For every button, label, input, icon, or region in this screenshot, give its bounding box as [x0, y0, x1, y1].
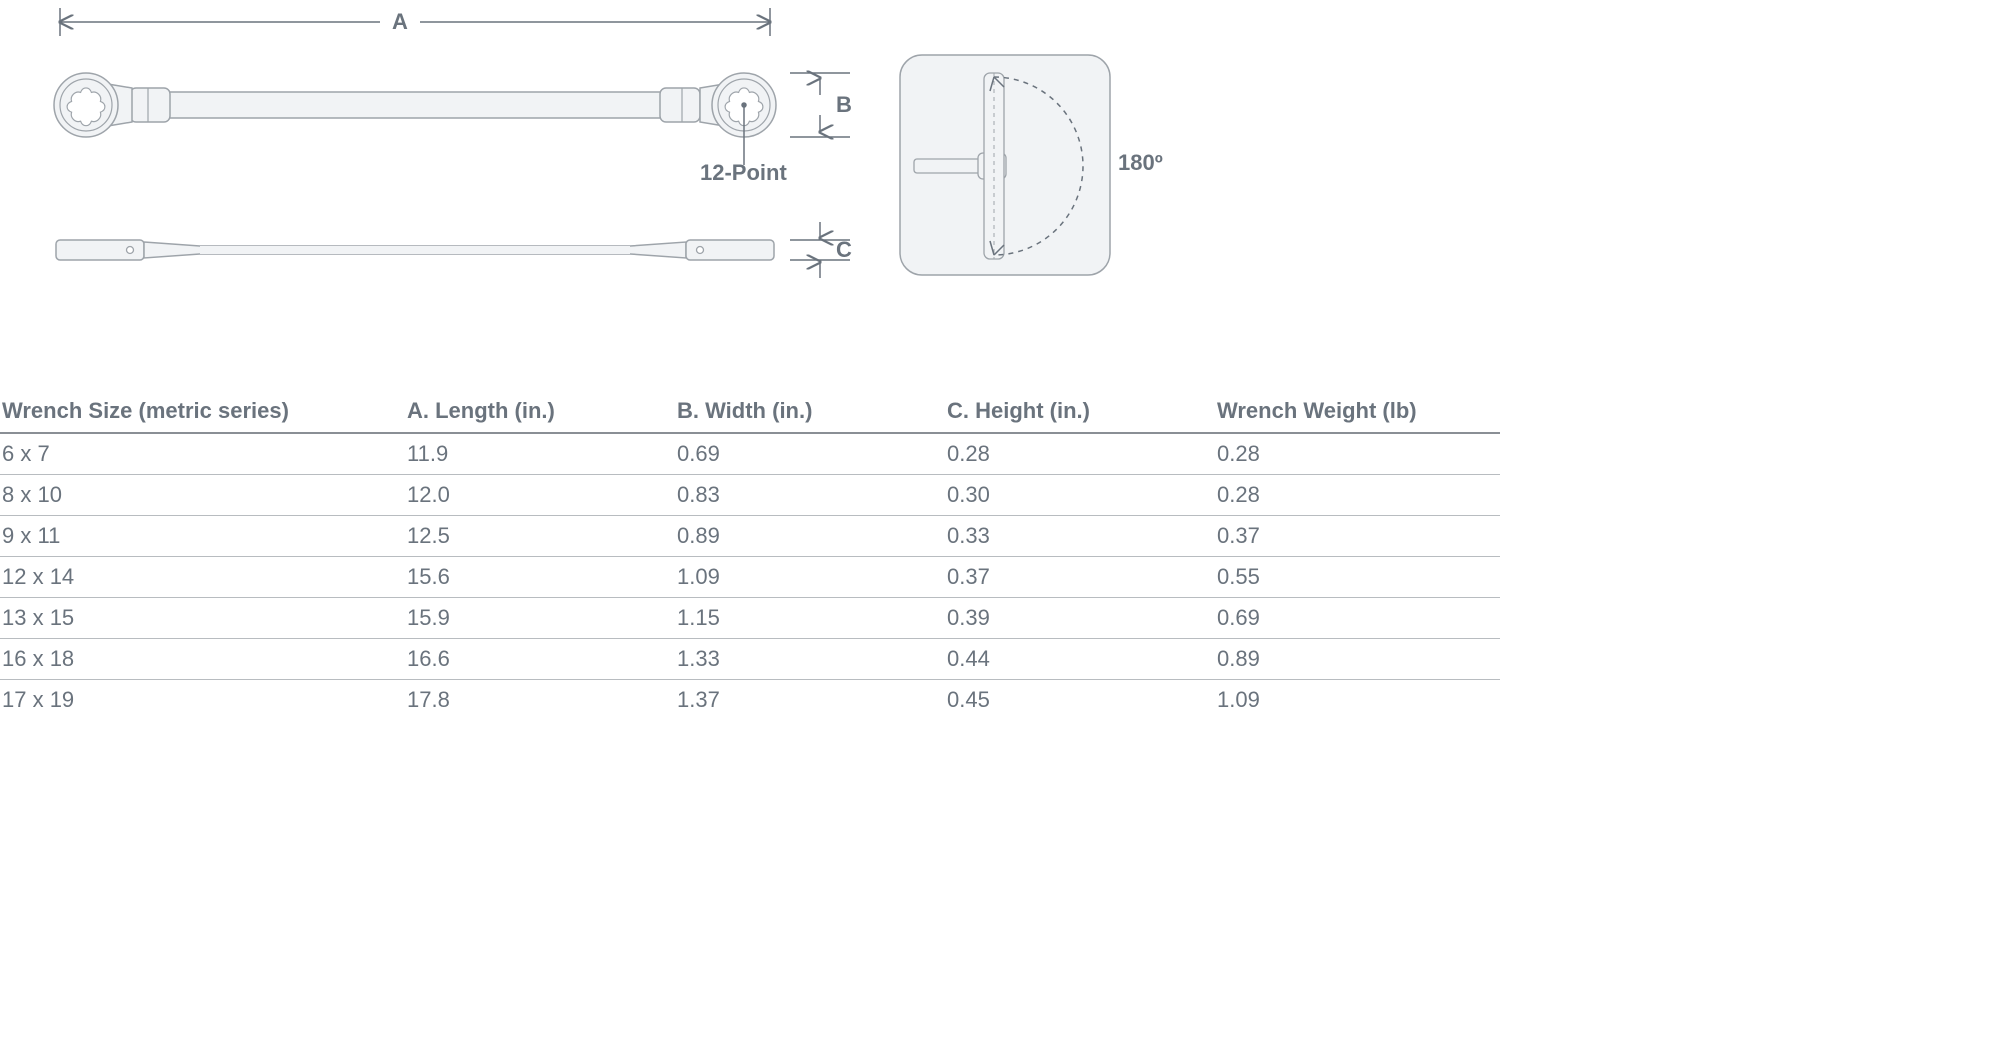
col-header: C. Height (in.) — [945, 390, 1215, 433]
dim-label-a: A — [392, 9, 408, 35]
cell: 11.9 — [405, 433, 675, 475]
cell: 0.45 — [945, 680, 1215, 721]
cell: 0.89 — [675, 516, 945, 557]
cell: 0.44 — [945, 639, 1215, 680]
cell: 13 x 15 — [0, 598, 405, 639]
cell: 0.28 — [1215, 475, 1500, 516]
cell: 0.33 — [945, 516, 1215, 557]
cell: 0.28 — [945, 433, 1215, 475]
spec-table: Wrench Size (metric series) A. Length (i… — [0, 390, 1500, 720]
cell: 0.30 — [945, 475, 1215, 516]
table-row: 17 x 19 17.8 1.37 0.45 1.09 — [0, 680, 1500, 721]
table-row: 12 x 14 15.6 1.09 0.37 0.55 — [0, 557, 1500, 598]
table-row: 13 x 15 15.9 1.15 0.39 0.69 — [0, 598, 1500, 639]
spec-table-head: Wrench Size (metric series) A. Length (i… — [0, 390, 1500, 433]
cell: 0.89 — [1215, 639, 1500, 680]
table-row: 16 x 18 16.6 1.33 0.44 0.89 — [0, 639, 1500, 680]
cell: 0.69 — [675, 433, 945, 475]
point-callout-label: 12-Point — [700, 160, 787, 186]
cell: 17.8 — [405, 680, 675, 721]
page-root: A B C 12-Point 180º Wrench Size (metric … — [0, 0, 1500, 720]
wrench-side-view — [56, 240, 774, 260]
table-row: 8 x 10 12.0 0.83 0.30 0.28 — [0, 475, 1500, 516]
cell: 0.55 — [1215, 557, 1500, 598]
cell: 16.6 — [405, 639, 675, 680]
cell: 0.28 — [1215, 433, 1500, 475]
spec-table-body: 6 x 7 11.9 0.69 0.28 0.28 8 x 10 12.0 0.… — [0, 433, 1500, 720]
cell: 16 x 18 — [0, 639, 405, 680]
cell: 15.9 — [405, 598, 675, 639]
col-header: Wrench Size (metric series) — [0, 390, 405, 433]
dim-label-c: C — [836, 237, 852, 263]
dimension-a — [60, 8, 770, 36]
table-row: 9 x 11 12.5 0.89 0.33 0.37 — [0, 516, 1500, 557]
cell: 0.37 — [1215, 516, 1500, 557]
cell: 12.5 — [405, 516, 675, 557]
rotation-label: 180º — [1118, 150, 1163, 176]
cell: 8 x 10 — [0, 475, 405, 516]
diagram-area: A B C 12-Point 180º — [0, 0, 1500, 340]
cell: 1.09 — [1215, 680, 1500, 721]
cell: 12 x 14 — [0, 557, 405, 598]
cell: 1.15 — [675, 598, 945, 639]
cell: 15.6 — [405, 557, 675, 598]
cell: 17 x 19 — [0, 680, 405, 721]
cell: 12.0 — [405, 475, 675, 516]
cell: 9 x 11 — [0, 516, 405, 557]
cell: 6 x 7 — [0, 433, 405, 475]
cell: 1.33 — [675, 639, 945, 680]
col-header: B. Width (in.) — [675, 390, 945, 433]
wrench-top-view — [54, 73, 776, 137]
table-row: 6 x 7 11.9 0.69 0.28 0.28 — [0, 433, 1500, 475]
cell: 1.37 — [675, 680, 945, 721]
col-header: Wrench Weight (lb) — [1215, 390, 1500, 433]
rotation-inset — [900, 55, 1110, 275]
col-header: A. Length (in.) — [405, 390, 675, 433]
cell: 0.69 — [1215, 598, 1500, 639]
dim-label-b: B — [836, 92, 852, 118]
cell: 0.83 — [675, 475, 945, 516]
cell: 0.37 — [945, 557, 1215, 598]
cell: 1.09 — [675, 557, 945, 598]
cell: 0.39 — [945, 598, 1215, 639]
